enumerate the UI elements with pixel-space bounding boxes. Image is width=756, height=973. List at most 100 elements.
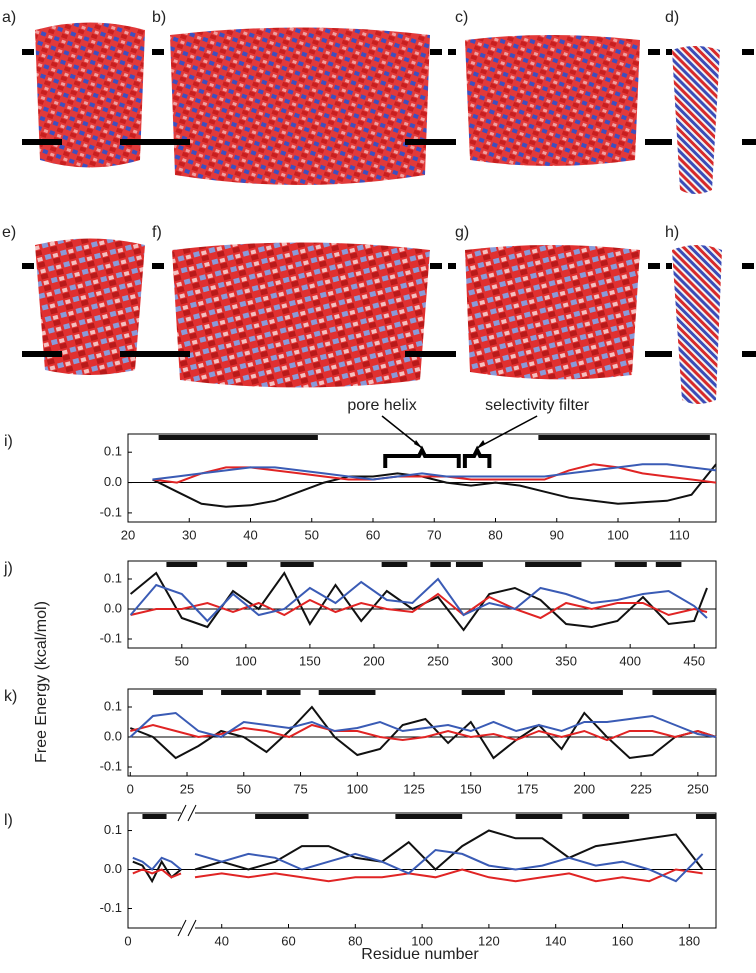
- y-tick-label: 0.0: [104, 600, 122, 615]
- axis-break: [181, 807, 195, 819]
- chart-title: i): [4, 433, 13, 450]
- plot-frame: [127, 812, 717, 929]
- x-tick-label: 175: [517, 781, 539, 796]
- tm-segment: [280, 562, 314, 567]
- x-tick-label: 90: [550, 527, 564, 542]
- panel-label: e): [2, 224, 16, 241]
- tm-segment: [582, 814, 630, 819]
- x-tick-label: 120: [478, 933, 500, 948]
- arrow-head: [414, 440, 422, 448]
- panel-label: c): [455, 9, 468, 26]
- x-tick-label: 75: [293, 781, 307, 796]
- annotation-bracket: [383, 445, 461, 468]
- y-tick-label: -0.1: [100, 630, 122, 645]
- structure-a: [35, 22, 145, 168]
- tm-segment: [655, 562, 682, 567]
- x-tick-label: 180: [678, 933, 700, 948]
- x-tick-label: 150: [460, 781, 482, 796]
- tm-segment: [395, 814, 463, 819]
- y-tick-label: 0.0: [104, 474, 122, 489]
- x-tick-label: 25: [180, 781, 194, 796]
- annotation: selectivity filter: [485, 397, 590, 414]
- tm-segment: [221, 690, 262, 695]
- x-tick-label: 80: [488, 527, 502, 542]
- x-tick-label: 250: [687, 781, 709, 796]
- x-tick-label: 100: [411, 933, 433, 948]
- tm-segment: [255, 814, 309, 819]
- x-tick-label: 350: [555, 653, 577, 668]
- arrow-head: [477, 440, 486, 448]
- panel-label: a): [2, 9, 16, 26]
- tm-segment: [142, 814, 167, 819]
- chart-title: k): [4, 688, 17, 705]
- series-line: [152, 463, 717, 481]
- membrane-lines: [22, 49, 756, 357]
- structures: [35, 22, 722, 404]
- tm-segment: [455, 562, 483, 567]
- axis-break-mark: [177, 804, 197, 822]
- x-tick-label: 50: [175, 653, 189, 668]
- x-tick-label: 200: [363, 653, 385, 668]
- x-tick-label: 160: [612, 933, 634, 948]
- panel-label: d): [665, 9, 679, 26]
- y-axis-label: Free Energy (kcal/mol): [33, 601, 50, 763]
- chart-title: l): [4, 812, 13, 829]
- tm-segment: [532, 690, 623, 695]
- axis-break-mark: [177, 919, 197, 937]
- tm-segment: [152, 690, 203, 695]
- x-tick-label: 150: [299, 653, 321, 668]
- tm-segment: [461, 690, 505, 695]
- x-tick-label: 40: [243, 527, 257, 542]
- x-tick-label: 110: [669, 527, 690, 542]
- structure-d: [672, 46, 720, 194]
- y-tick-label: -0.1: [100, 758, 122, 773]
- x-tick-label: 70: [427, 527, 441, 542]
- panel-label: h): [665, 224, 679, 241]
- tm-segment: [614, 562, 647, 567]
- axis-break: [181, 922, 195, 934]
- panel-label: b): [152, 9, 166, 26]
- panel-label: f): [152, 224, 162, 241]
- annotation-bracket: [462, 445, 492, 468]
- x-tick-label: 200: [573, 781, 595, 796]
- structure-h: [672, 245, 722, 404]
- y-tick-label: 0.1: [104, 570, 122, 585]
- tm-segment: [538, 435, 710, 440]
- chart-title: j): [3, 560, 13, 577]
- plot-frame: [127, 688, 717, 777]
- y-tick-label: 0.1: [104, 444, 122, 459]
- x-tick-label: 80: [348, 933, 362, 948]
- plot-frame: [127, 560, 717, 649]
- y-tick-label: -0.1: [100, 504, 122, 519]
- tm-segment: [652, 690, 716, 695]
- x-tick-label: 60: [281, 933, 295, 948]
- tm-segment: [226, 562, 248, 567]
- tm-segment: [695, 814, 716, 819]
- structure-f: [172, 242, 430, 388]
- x-axis-label: Residue number: [361, 946, 479, 963]
- x-tick-label: 140: [545, 933, 567, 948]
- x-tick-label: 0: [127, 781, 134, 796]
- x-tick-label: 300: [491, 653, 513, 668]
- x-tick-label: 50: [237, 781, 251, 796]
- plot-frame: [127, 433, 717, 523]
- y-tick-label: 0.1: [104, 822, 122, 837]
- x-tick-label: 225: [630, 781, 652, 796]
- x-tick-label: 0: [124, 933, 131, 948]
- series-line: [132, 868, 703, 883]
- annotation-arrow: [476, 415, 538, 449]
- series-line: [129, 711, 717, 739]
- tm-segment: [381, 562, 408, 567]
- x-tick-label: 40: [214, 933, 228, 948]
- x-tick-label: 100: [235, 653, 257, 668]
- x-tick-label: 100: [607, 527, 629, 542]
- x-tick-label: 450: [683, 653, 705, 668]
- structure-b: [170, 27, 430, 185]
- panel-label: g): [455, 224, 469, 241]
- x-tick-label: 250: [427, 653, 449, 668]
- y-tick-label: 0.1: [104, 698, 122, 713]
- tm-segment: [430, 562, 451, 567]
- tm-segment: [515, 814, 563, 819]
- annotation: pore helix: [347, 397, 416, 414]
